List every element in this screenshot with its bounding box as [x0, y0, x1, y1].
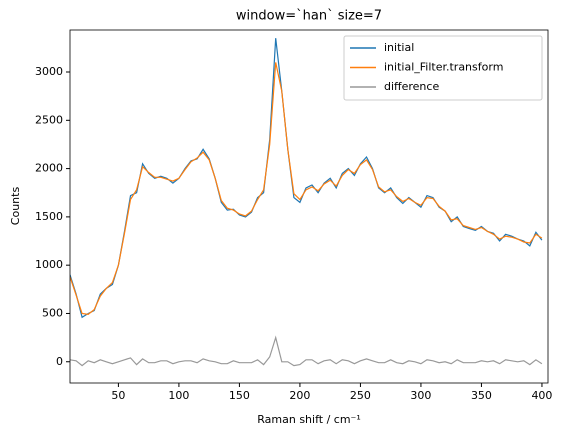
y-tick-label: 0 [56, 355, 63, 368]
x-tick-label: 150 [229, 389, 250, 402]
x-axis-label: Raman shift / cm⁻¹ [257, 413, 361, 426]
chart-title: window=`han` size=7 [236, 9, 382, 24]
y-tick-label: 3000 [35, 65, 63, 78]
legend-label: initial_Filter.transform [384, 61, 503, 74]
y-tick-label: 500 [42, 306, 63, 319]
x-tick-label: 50 [111, 389, 125, 402]
series-line [70, 38, 543, 319]
y-tick-label: 1500 [35, 210, 63, 223]
legend-label: initial [384, 41, 414, 54]
y-tick-label: 1000 [35, 258, 63, 271]
x-tick-label: 300 [410, 389, 431, 402]
y-tick-label: 2500 [35, 113, 63, 126]
x-tick-label: 250 [350, 389, 371, 402]
series-line [70, 335, 543, 367]
y-tick-label: 2000 [35, 162, 63, 175]
x-tick-label: 400 [531, 389, 552, 402]
legend-label: difference [384, 80, 439, 93]
legend-box [343, 35, 543, 101]
y-axis-label: Counts [9, 187, 22, 226]
x-tick-label: 350 [471, 389, 492, 402]
series-line [70, 62, 543, 316]
x-tick-label: 200 [289, 389, 310, 402]
x-tick-label: 100 [168, 389, 189, 402]
plot-frame [69, 29, 549, 384]
